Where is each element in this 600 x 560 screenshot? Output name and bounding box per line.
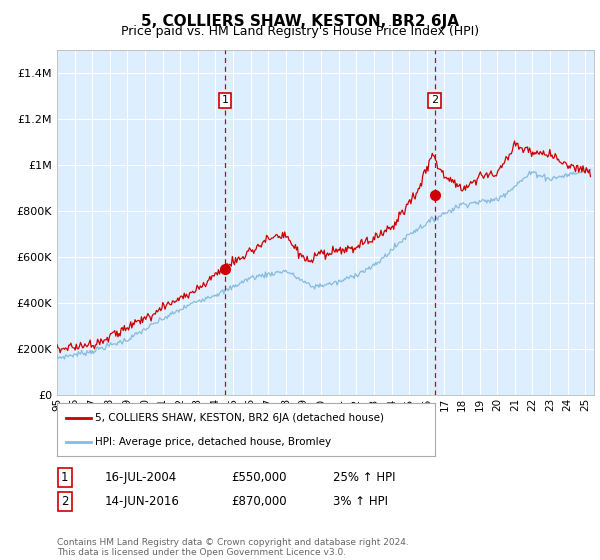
Text: HPI: Average price, detached house, Bromley: HPI: Average price, detached house, Brom… (95, 437, 331, 447)
Text: Contains HM Land Registry data © Crown copyright and database right 2024.
This d: Contains HM Land Registry data © Crown c… (57, 538, 409, 557)
Text: 1: 1 (61, 470, 68, 484)
Text: Price paid vs. HM Land Registry's House Price Index (HPI): Price paid vs. HM Land Registry's House … (121, 25, 479, 38)
Text: 2: 2 (61, 494, 68, 508)
Text: 5, COLLIERS SHAW, KESTON, BR2 6JA: 5, COLLIERS SHAW, KESTON, BR2 6JA (141, 14, 459, 29)
Text: 2: 2 (431, 95, 438, 105)
Text: 3% ↑ HPI: 3% ↑ HPI (333, 494, 388, 508)
Text: 16-JUL-2004: 16-JUL-2004 (105, 470, 177, 484)
Text: 25% ↑ HPI: 25% ↑ HPI (333, 470, 395, 484)
Text: 5, COLLIERS SHAW, KESTON, BR2 6JA (detached house): 5, COLLIERS SHAW, KESTON, BR2 6JA (detac… (95, 413, 384, 423)
Text: 14-JUN-2016: 14-JUN-2016 (105, 494, 180, 508)
Text: £550,000: £550,000 (231, 470, 287, 484)
Text: £870,000: £870,000 (231, 494, 287, 508)
Text: 1: 1 (221, 95, 229, 105)
